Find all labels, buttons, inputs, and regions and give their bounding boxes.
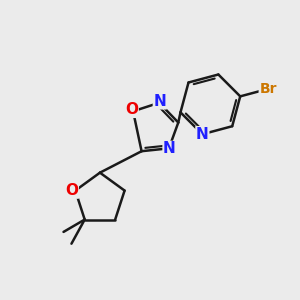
Text: O: O — [125, 102, 138, 117]
Text: N: N — [196, 127, 209, 142]
Text: Br: Br — [259, 82, 277, 96]
Text: N: N — [163, 141, 176, 156]
Text: N: N — [153, 94, 166, 109]
Text: O: O — [65, 183, 78, 198]
